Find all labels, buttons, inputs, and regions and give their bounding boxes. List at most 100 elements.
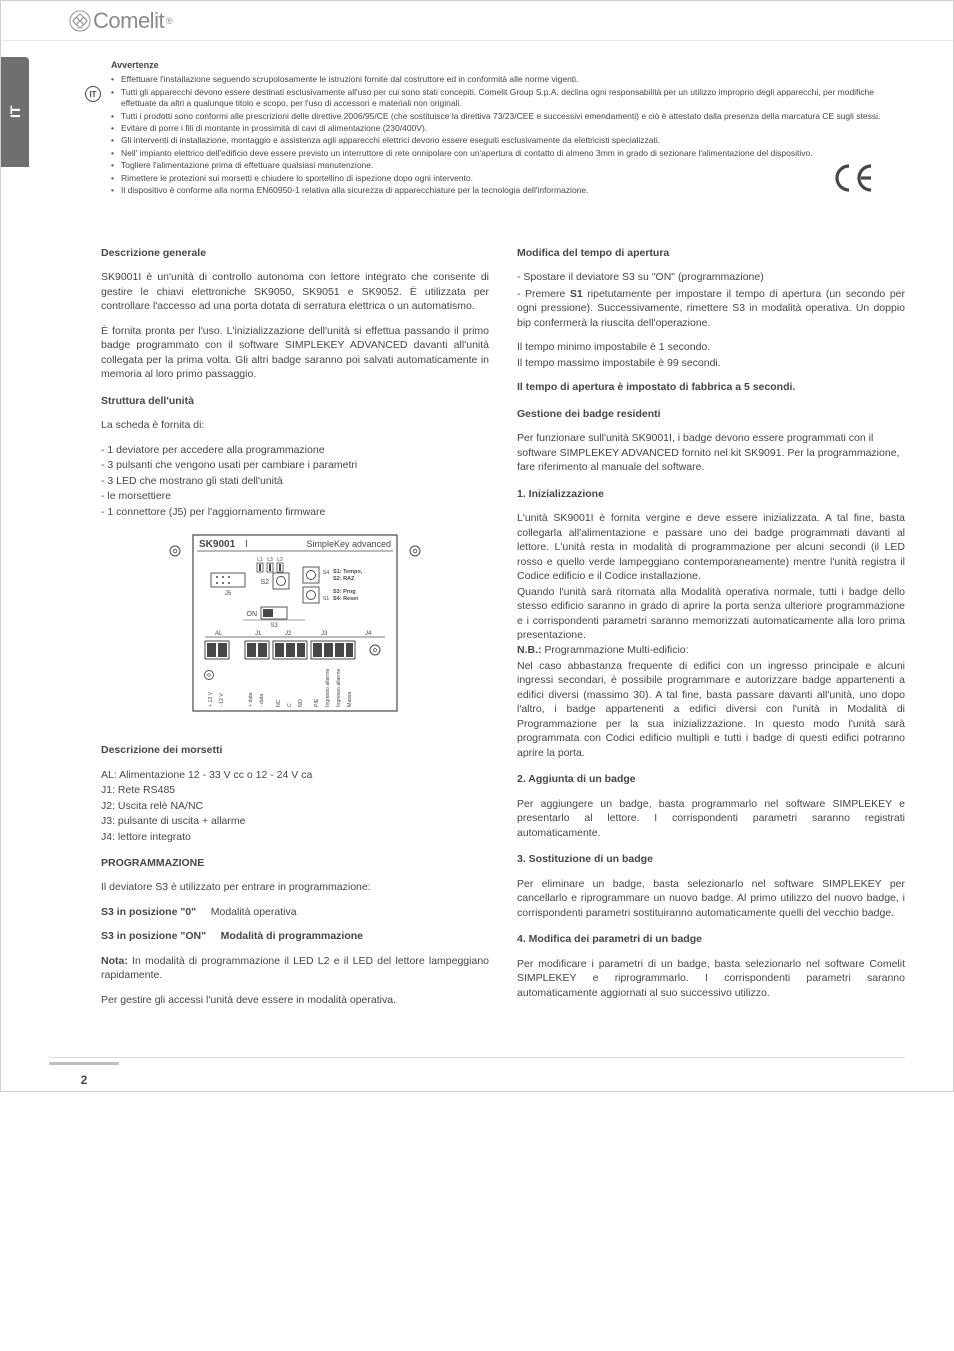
svg-text:S4: S4: [323, 570, 329, 576]
terminals-list: AL: Alimentazione 12 - 33 V cc o 12 - 24…: [101, 768, 489, 844]
svg-text:S2: RAZ: S2: RAZ: [333, 576, 355, 582]
svg-text:S1: S1: [323, 596, 329, 602]
warnings-section: Avvertenze Effettuare l'installazione se…: [111, 59, 885, 197]
s3-mode-row: S3 in posizione "ON" Modalità di program…: [101, 929, 489, 943]
paragraph: È fornita pronta per l'uso. L'inizializz…: [101, 324, 489, 382]
s3-on-label: S3 in posizione "ON": [101, 930, 206, 942]
svg-text:NO: NO: [298, 699, 304, 707]
pcb-diagram: SK9001 I SimpleKey advanced L1 L3 L2: [101, 529, 489, 729]
paragraph: Per aggiungere un badge, basta programma…: [517, 797, 905, 840]
paragraph: Nel caso abbastanza frequente di edifici…: [517, 659, 905, 760]
list-item: - Spostare il deviatore S3 su "ON" (prog…: [517, 270, 905, 284]
opening-default: Il tempo di apertura è impostato di fabb…: [517, 381, 795, 393]
heading-unit-structure: Struttura dell'unità: [101, 394, 489, 408]
warning-item: Rimettere le protezioni sui morsetti e c…: [111, 173, 885, 184]
list-item: - 3 LED che mostrano gli stati dell'unit…: [101, 474, 489, 488]
svg-text:I: I: [245, 539, 248, 550]
list-item: - 3 pulsanti che vengono usati per cambi…: [101, 458, 489, 472]
heading-programming: PROGRAMMAZIONE: [101, 856, 489, 870]
list-item: - Premere S1 ripetutamente per impostare…: [517, 287, 905, 330]
svg-text:SK9001: SK9001: [199, 539, 236, 550]
warning-item: Il dispositivo è conforme alla norma EN6…: [111, 185, 885, 196]
left-column: Descrizione generale SK9001I è un'unità …: [101, 246, 489, 1018]
paragraph: Il deviatore S3 è utilizzato per entrare…: [101, 880, 489, 894]
svg-text:Massa: Massa: [347, 692, 353, 707]
svg-text:S1: Tempo,: S1: Tempo,: [333, 569, 363, 575]
s3-mode-row: S3 in posizione "0" Modalità operativa: [101, 905, 489, 919]
heading-init: 1. Inizializzazione: [517, 487, 905, 501]
svg-text:- data: - data: [259, 694, 265, 707]
list-item: - 1 deviatore per accedere alla programm…: [101, 443, 489, 457]
list-item: J4: lettore integrato: [101, 830, 489, 844]
paragraph: Per gestire gli accessi l'unità deve ess…: [101, 993, 489, 1007]
svg-text:S2: S2: [260, 579, 269, 586]
language-tab: IT: [1, 57, 29, 167]
paragraph: Per funzionare sull'unità SK9001I, i bad…: [517, 431, 905, 474]
warnings-title: Avvertenze: [111, 59, 885, 71]
brand-logo: Comelit ®: [69, 8, 173, 34]
paragraph: Per modificare i parametri di un badge, …: [517, 957, 905, 1000]
svg-text:P/E: P/E: [314, 698, 320, 707]
list-item: - le morsettiere: [101, 489, 489, 503]
list-item: J2: Uscita relè NA/NC: [101, 799, 489, 813]
nb-line: N.B.: Programmazione Multi-edificio:: [517, 643, 905, 657]
warning-item: Gli interventi di installazione, montagg…: [111, 135, 885, 146]
s3-0-label: S3 in posizione "0": [101, 906, 196, 918]
footer: 2: [49, 1057, 905, 1091]
svg-text:S3: S3: [270, 623, 278, 629]
svg-text:L1: L1: [257, 557, 263, 563]
svg-text:S3: Prog: S3: Prog: [333, 589, 356, 595]
paragraph: Per eliminare un badge, basta selezionar…: [517, 877, 905, 920]
note: Nota: In modalità di programmazione il L…: [101, 954, 489, 983]
svg-text:J4: J4: [365, 631, 372, 637]
heading-general-description: Descrizione generale: [101, 246, 489, 260]
svg-text:L3: L3: [267, 557, 273, 563]
header: Comelit ®: [1, 1, 953, 41]
svg-text:ON: ON: [247, 611, 258, 618]
list-item: AL: Alimentazione 12 - 33 V cc o 12 - 24…: [101, 768, 489, 782]
heading-badge-management: Gestione dei badge residenti: [517, 407, 905, 421]
paragraph: SK9001I è un'unità di controllo autonoma…: [101, 270, 489, 313]
heading-modify-badge: 4. Modifica dei parametri di un badge: [517, 932, 905, 946]
right-column: Modifica del tempo di apertura - Spostar…: [517, 246, 905, 1018]
svg-text:S4: Reset: S4: Reset: [333, 596, 358, 602]
note-label: Nota:: [101, 955, 128, 967]
svg-text:J2: J2: [285, 631, 292, 637]
svg-text:+ 12 V: + 12 V: [208, 691, 214, 707]
heading-opening-time: Modifica del tempo di apertura: [517, 246, 905, 260]
svg-text:Ingresso allarme: Ingresso allarme: [325, 669, 331, 707]
brand-trademark: ®: [166, 16, 173, 26]
svg-text:J5: J5: [225, 591, 232, 597]
paragraph: Il tempo massimo impostabile è 99 second…: [517, 356, 905, 370]
main-content: Descrizione generale SK9001I è un'unità …: [1, 198, 953, 1038]
list-item: J1: Rete RS485: [101, 783, 489, 797]
svg-text:+ data: + data: [248, 692, 254, 707]
svg-text:J1: J1: [255, 631, 262, 637]
heading-terminals: Descrizione dei morsetti: [101, 743, 489, 757]
paragraph: Il tempo minimo impostabile è 1 secondo.: [517, 340, 905, 354]
warning-item: Effettuare l'installazione seguendo scru…: [111, 74, 885, 85]
heading-add-badge: 2. Aggiunta di un badge: [517, 772, 905, 786]
svg-text:- 12 V: - 12 V: [219, 693, 225, 707]
brand-name: Comelit: [93, 8, 164, 34]
warning-item: Tutti i prodotti sono conformi alle pres…: [111, 111, 885, 122]
svg-text:L2: L2: [277, 557, 283, 563]
warning-item: Evitare di porre i fili di montante in p…: [111, 123, 885, 134]
warning-item: Togliere l'alimentazione prima di effett…: [111, 160, 885, 171]
structure-intro: La scheda è fornita di:: [101, 418, 489, 432]
svg-text:NC: NC: [276, 699, 282, 707]
warning-item: Tutti gli apparecchi devono essere desti…: [111, 87, 885, 110]
language-code: IT: [85, 86, 101, 102]
s3-on-value: Modalità di programmazione: [221, 930, 363, 942]
heading-replace-badge: 3. Sostituzione di un badge: [517, 852, 905, 866]
paragraph: Quando l'unità sarà ritornata alla Modal…: [517, 585, 905, 643]
warning-item: Nell' impianto elettrico dell'edificio d…: [111, 148, 885, 159]
ce-mark: [833, 158, 877, 207]
list-item: J3: pulsante di uscita + allarme: [101, 814, 489, 828]
page-number: 2: [49, 1062, 119, 1087]
comelit-icon: [69, 10, 91, 32]
svg-text:J3: J3: [321, 631, 328, 637]
structure-list: - 1 deviatore per accedere alla programm…: [101, 443, 489, 519]
svg-text:C: C: [287, 703, 293, 707]
svg-text:Ingresso allarme: Ingresso allarme: [336, 669, 342, 707]
